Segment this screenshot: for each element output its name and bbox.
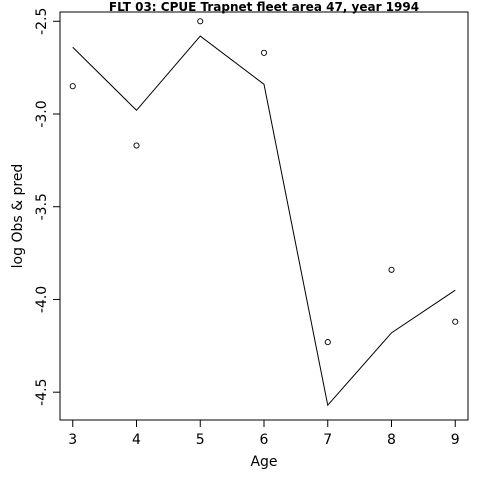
observed-point <box>324 339 331 346</box>
x-tick-label: 8 <box>387 432 396 448</box>
observed-point <box>452 318 459 325</box>
x-tick-label: 4 <box>132 432 141 448</box>
y-tick-label: -4.5 <box>34 379 50 406</box>
x-axis: 3 4 5 6 7 8 9 <box>68 420 460 448</box>
predicted-line <box>72 35 456 407</box>
chart-title: FLT 03: CPUE Trapnet fleet area 47, year… <box>109 0 419 14</box>
x-tick-label: 5 <box>196 432 205 448</box>
y-tick-label: -3.5 <box>34 193 50 220</box>
x-tick-label: 6 <box>260 432 269 448</box>
y-tick-label: -4.0 <box>34 286 50 313</box>
observed-point <box>197 18 204 25</box>
y-axis: -2.5 -3.0 -3.5 -4.0 -4.5 <box>34 8 60 406</box>
y-tick-label: -3.0 <box>34 100 50 127</box>
observed-point <box>260 49 268 56</box>
x-tick-label: 7 <box>323 432 332 448</box>
series-layer <box>69 18 459 407</box>
plot-frame <box>59 11 469 421</box>
x-axis-label: Age <box>250 454 277 470</box>
observed-point <box>69 83 76 90</box>
observed-point <box>133 142 140 149</box>
x-tick-label: 9 <box>451 432 460 448</box>
y-tick-label: -2.5 <box>34 8 50 35</box>
observed-point <box>388 266 395 273</box>
x-tick-label: 3 <box>68 432 77 448</box>
y-axis-label: log Obs & pred <box>10 164 26 269</box>
